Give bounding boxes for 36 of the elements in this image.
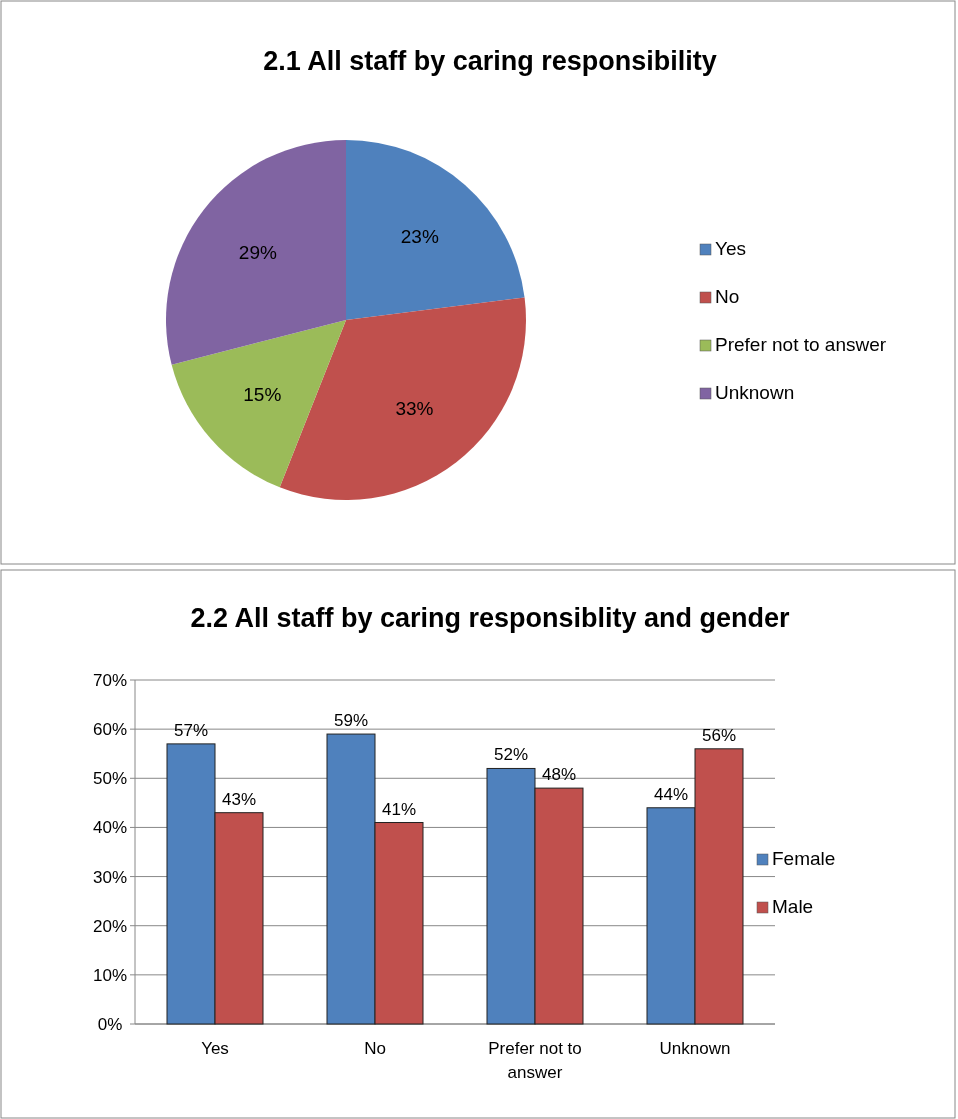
y-tick-label: 60% [92,720,128,740]
x-tick-label: Unknown [659,1039,731,1058]
y-tick-label: 40% [92,818,128,838]
data-label: 59% [333,711,369,731]
chart-title: 2.1 All staff by caring responsibility [263,46,717,76]
data-label: 41% [381,799,417,819]
data-label: 44% [653,784,689,804]
legend-label: Yes [715,238,746,259]
pie-slice [166,140,346,365]
y-tick-label: 0% [97,1015,123,1034]
data-label: 29% [238,241,277,263]
data-label: 15% [243,383,282,405]
legend-label: Female [772,848,836,869]
chart-title: 2.2 All staff by caring responsiblity and gender [190,603,791,633]
legend-label: No [715,286,740,307]
x-tick-label: Prefer not to answer [488,1039,582,1082]
pie-slice [346,140,525,320]
data-label: 48% [541,765,577,785]
y-tick-label: 30% [92,867,128,887]
data-label: 52% [493,745,529,765]
pie-slice [171,320,346,488]
pie-slice [279,297,526,500]
x-tick-label: Yes [201,1039,229,1058]
legend-label: Unknown [715,382,795,403]
y-tick-label: 20% [92,916,128,936]
data-label: 57% [173,720,209,740]
legend-label: Male [772,896,814,917]
data-label: 23% [400,226,439,248]
legend-label: Prefer not to answer [715,334,887,355]
data-label: 43% [221,789,257,809]
y-tick-label: 50% [92,769,128,789]
y-tick-label: 10% [92,965,128,985]
y-tick-label: 70% [92,671,128,690]
x-tick-label: No [364,1039,386,1058]
data-label: 56% [701,725,737,745]
data-label: 33% [395,398,434,420]
